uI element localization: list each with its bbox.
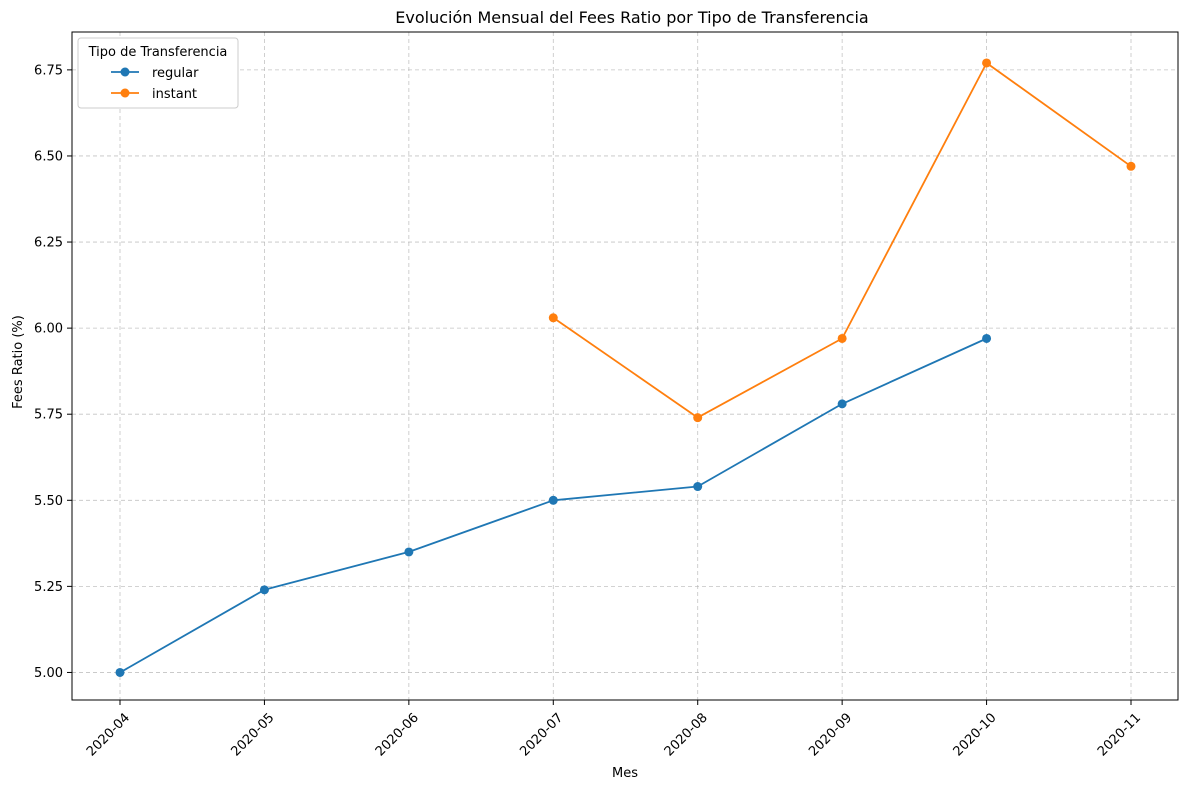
legend: Tipo de Transferencia regular instant — [77, 37, 239, 109]
data-point-regular — [548, 495, 558, 505]
series-layer — [115, 58, 1136, 677]
legend-marker-regular — [120, 67, 130, 77]
y-axis-label: Fees Ratio (%) — [11, 315, 26, 409]
y-tick-label: 6.75 — [34, 63, 63, 78]
legend-marker-instant — [120, 88, 130, 98]
y-tick-label: 5.75 — [34, 408, 63, 423]
grid — [72, 32, 1178, 700]
data-point-regular — [982, 333, 992, 343]
data-point-regular — [404, 547, 414, 557]
data-point-instant — [982, 58, 992, 68]
data-point-instant — [837, 333, 847, 343]
data-point-instant — [548, 313, 558, 323]
legend-title: Tipo de Transferencia — [88, 45, 228, 60]
data-point-instant — [1126, 161, 1136, 171]
y-tick-label: 6.00 — [34, 322, 63, 337]
y-tick-label: 5.50 — [34, 494, 63, 509]
plot-frame — [71, 31, 1179, 701]
y-tick-label: 6.25 — [34, 236, 63, 251]
legend-label-regular: regular — [152, 66, 199, 81]
x-axis-label: Mes — [612, 766, 638, 781]
y-tick-label: 5.25 — [34, 580, 63, 595]
legend-box — [77, 37, 239, 109]
legend-label-instant: instant — [152, 87, 197, 102]
data-point-regular — [837, 399, 847, 409]
data-point-regular — [115, 667, 125, 677]
data-point-instant — [693, 413, 703, 423]
data-point-regular — [693, 482, 703, 492]
y-tick-label: 6.50 — [34, 149, 63, 164]
chart-title: Evolución Mensual del Fees Ratio por Tip… — [395, 8, 868, 27]
y-tick-label: 5.00 — [34, 666, 63, 681]
data-point-regular — [259, 585, 269, 595]
